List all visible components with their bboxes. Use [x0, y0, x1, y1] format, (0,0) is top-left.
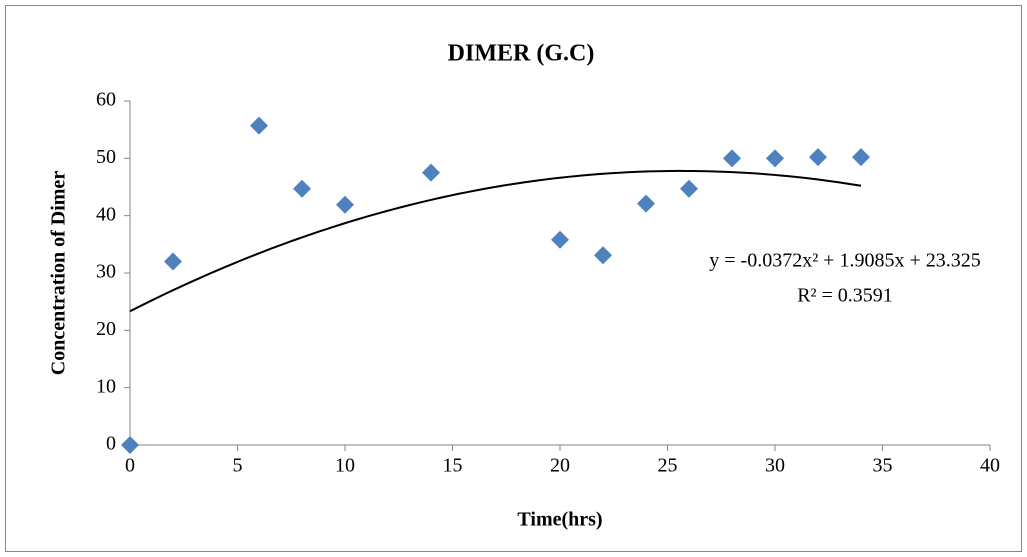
x-tick-label: 40	[980, 455, 1000, 477]
y-tick-label: 20	[96, 318, 116, 340]
chart-border	[5, 5, 1022, 552]
data-point	[852, 148, 870, 167]
y-tick-label: 10	[96, 375, 116, 397]
trendline-equation: y = -0.0372x² + 1.9085x + 23.325	[709, 250, 981, 272]
y-axis-label: Concentration of Dimer	[48, 171, 70, 376]
y-tick-label: 30	[96, 261, 116, 283]
data-point	[121, 436, 139, 454]
x-tick-label: 0	[125, 455, 135, 477]
data-point	[551, 230, 569, 249]
data-point	[723, 149, 741, 168]
y-tick-label: 60	[96, 89, 116, 111]
data-point	[293, 179, 311, 198]
trendline	[129, 169, 862, 313]
x-tick-label: 10	[335, 455, 355, 477]
data-point	[164, 252, 182, 271]
x-tick-label: 25	[658, 455, 678, 477]
chart-title: DIMER (G.C)	[448, 41, 595, 67]
x-tick-label: 30	[765, 455, 785, 477]
data-point	[594, 246, 612, 265]
data-point	[336, 195, 354, 214]
y-tick-label: 0	[106, 433, 116, 455]
data-point	[680, 179, 698, 198]
r-squared: R² = 0.3591	[797, 285, 893, 307]
data-point	[422, 163, 440, 182]
y-tick-label: 40	[96, 203, 116, 225]
data-point	[809, 148, 827, 167]
data-point	[250, 116, 268, 135]
x-tick-label: 20	[550, 455, 570, 477]
x-tick-label: 15	[443, 455, 463, 477]
data-point	[766, 149, 784, 168]
x-axis-label: Time(hrs)	[517, 509, 602, 531]
x-tick-label: 35	[873, 455, 893, 477]
y-tick-label: 50	[96, 146, 116, 168]
data-point	[637, 194, 655, 213]
x-tick-label: 5	[233, 455, 243, 477]
